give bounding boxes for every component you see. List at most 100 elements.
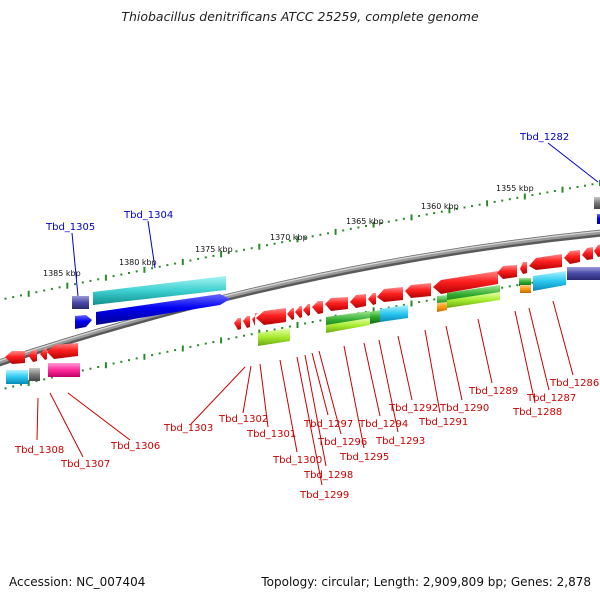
scale-minor-tick bbox=[531, 194, 534, 197]
scale-minor-tick bbox=[319, 233, 322, 236]
scale-major-tick bbox=[143, 266, 146, 273]
gene-feature[interactable] bbox=[370, 310, 380, 324]
gene-feature[interactable] bbox=[564, 250, 580, 264]
scale-minor-tick bbox=[387, 306, 390, 309]
gene-feature[interactable] bbox=[93, 276, 226, 305]
gene-feature[interactable] bbox=[520, 262, 527, 274]
gene-feature[interactable] bbox=[594, 244, 600, 257]
gene-label-tbd-1300[interactable]: Tbd_1300 bbox=[272, 455, 322, 466]
scale-minor-tick bbox=[349, 227, 352, 230]
scale-minor-tick bbox=[4, 387, 7, 390]
scale-minor-tick bbox=[4, 297, 7, 300]
gene-feature[interactable] bbox=[567, 267, 600, 280]
gene-feature[interactable] bbox=[96, 294, 230, 325]
gene-feature[interactable] bbox=[303, 304, 310, 316]
scale-minor-tick bbox=[12, 385, 15, 388]
gene-feature[interactable] bbox=[258, 328, 290, 346]
gene-feature[interactable] bbox=[497, 265, 517, 279]
gene-feature[interactable] bbox=[433, 271, 498, 294]
gene-feature[interactable] bbox=[533, 271, 566, 291]
gene-label-tbd-1308[interactable]: Tbd_1308 bbox=[14, 445, 64, 456]
gene-label-tbd-1288[interactable]: Tbd_1288 bbox=[512, 407, 562, 418]
gene-label-tbd-1287[interactable]: Tbd_1287 bbox=[526, 393, 576, 404]
scale-label-1385: 1385 kbp bbox=[43, 269, 81, 278]
gene-label-tbd-1299[interactable]: Tbd_1299 bbox=[299, 490, 349, 501]
scale-minor-tick bbox=[418, 215, 421, 217]
gene-feature[interactable] bbox=[29, 368, 40, 381]
gene-feature[interactable] bbox=[312, 301, 323, 314]
gene-label-tbd-1305[interactable]: Tbd_1305 bbox=[45, 222, 95, 233]
gene-feature[interactable] bbox=[377, 287, 403, 302]
gene-label-tbd-1293[interactable]: Tbd_1293 bbox=[375, 436, 425, 447]
gene-feature[interactable] bbox=[75, 315, 92, 329]
gene-feature[interactable] bbox=[529, 254, 562, 270]
gene-label-tbd-1296[interactable]: Tbd_1296 bbox=[317, 437, 367, 448]
gene-label-tbd-1294[interactable]: Tbd_1294 bbox=[358, 419, 408, 430]
gene-label-tbd-1304[interactable]: Tbd_1304 bbox=[123, 210, 173, 221]
scale-minor-tick bbox=[516, 196, 519, 199]
gene-label-tbd-1290[interactable]: Tbd_1290 bbox=[439, 403, 489, 414]
gene-label-tbd-1303[interactable]: Tbd_1303 bbox=[163, 423, 213, 434]
scale-minor-tick bbox=[151, 267, 154, 270]
gene-label-tbd-1292[interactable]: Tbd_1292 bbox=[388, 403, 438, 414]
gene-label-tbd-1291[interactable]: Tbd_1291 bbox=[418, 417, 468, 428]
gene-feature[interactable] bbox=[520, 285, 531, 293]
scale-major-tick bbox=[258, 243, 261, 250]
scale-minor-tick bbox=[516, 284, 519, 287]
gene-feature[interactable] bbox=[582, 247, 593, 260]
gene-feature[interactable] bbox=[28, 350, 37, 362]
scale-minor-tick bbox=[508, 285, 511, 288]
scale-minor-tick bbox=[227, 251, 230, 254]
gene-feature[interactable] bbox=[326, 318, 370, 333]
gene-feature[interactable] bbox=[519, 278, 531, 286]
gene-feature[interactable] bbox=[40, 348, 47, 360]
gene-feature[interactable] bbox=[350, 294, 366, 308]
scale-minor-tick bbox=[281, 327, 284, 329]
gene-feature[interactable] bbox=[597, 214, 600, 224]
gene-feature[interactable] bbox=[594, 197, 600, 209]
gene-label-tbd-1297[interactable]: Tbd_1297 bbox=[303, 419, 353, 430]
gene-label-tbd-1302[interactable]: Tbd_1302 bbox=[218, 414, 268, 425]
scale-minor-tick bbox=[35, 380, 38, 383]
gene-feature[interactable] bbox=[380, 305, 408, 322]
scale-minor-tick bbox=[89, 367, 92, 370]
scale-label-1355: 1355 kbp bbox=[496, 184, 534, 193]
gene-feature[interactable] bbox=[243, 316, 250, 328]
scale-minor-tick bbox=[20, 294, 22, 297]
scale-minor-tick bbox=[433, 212, 436, 215]
gene-feature[interactable] bbox=[252, 313, 258, 326]
gene-feature[interactable] bbox=[287, 308, 294, 320]
scale-minor-tick bbox=[97, 278, 100, 281]
gene-feature[interactable] bbox=[72, 296, 89, 309]
gene-feature[interactable] bbox=[368, 293, 376, 305]
gene-label-tbd-1289[interactable]: Tbd_1289 bbox=[468, 386, 518, 397]
scale-minor-tick bbox=[189, 259, 192, 262]
gene-label-tbd-1307[interactable]: Tbd_1307 bbox=[60, 459, 110, 470]
scale-minor-tick bbox=[273, 242, 276, 245]
gene-feature[interactable] bbox=[295, 306, 302, 318]
forward-strand-genes bbox=[72, 197, 600, 329]
gene-feature[interactable] bbox=[437, 302, 447, 312]
gene-label-tbd-1298[interactable]: Tbd_1298 bbox=[303, 470, 353, 481]
scale-minor-tick bbox=[227, 337, 230, 340]
gene-feature[interactable] bbox=[325, 297, 348, 311]
gene-label-tbd-1286[interactable]: Tbd_1286 bbox=[549, 378, 599, 389]
scale-minor-tick bbox=[395, 219, 398, 222]
scale-minor-tick bbox=[546, 191, 549, 194]
gene-feature[interactable] bbox=[47, 343, 78, 359]
scale-minor-tick bbox=[235, 250, 238, 253]
gene-feature[interactable] bbox=[447, 292, 500, 308]
gene-feature[interactable] bbox=[48, 363, 80, 377]
gene-label-tbd-1295[interactable]: Tbd_1295 bbox=[339, 452, 389, 463]
gene-label-tbd-1282[interactable]: Tbd_1282 bbox=[519, 132, 569, 143]
gene-feature[interactable] bbox=[6, 370, 28, 384]
scale-minor-tick bbox=[304, 236, 307, 239]
reverse-strand-genes bbox=[5, 244, 600, 384]
scale-minor-tick bbox=[273, 328, 276, 331]
gene-label-tbd-1301[interactable]: Tbd_1301 bbox=[246, 429, 296, 440]
gene-feature[interactable] bbox=[234, 318, 241, 330]
gene-feature[interactable] bbox=[5, 351, 25, 364]
gene-label-tbd-1306[interactable]: Tbd_1306 bbox=[110, 441, 160, 452]
gene-feature[interactable] bbox=[256, 308, 286, 325]
gene-feature[interactable] bbox=[405, 283, 431, 298]
